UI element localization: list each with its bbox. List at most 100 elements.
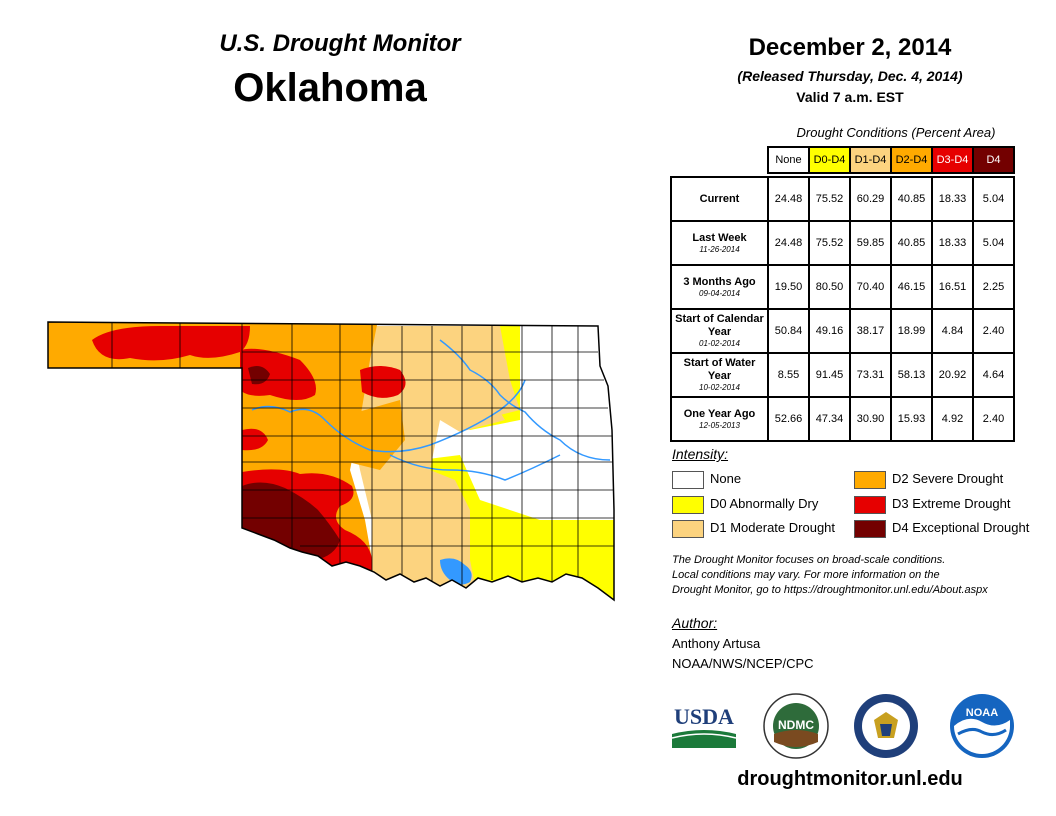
- river-cimarron: [251, 379, 526, 453]
- map-date: December 2, 2014: [748, 34, 952, 61]
- noaa-logo-text: NOAA: [966, 707, 998, 719]
- table-cell: 73.31: [849, 352, 892, 398]
- row-label: Current: [670, 176, 769, 222]
- table-cell: 18.99: [890, 308, 933, 354]
- drought-conditions-table: None D0-D4 D1-D4 D2-D4 D3-D4 D4 Current …: [670, 146, 1015, 442]
- usda-logo-text: USDA: [674, 704, 734, 729]
- state-name: Oklahoma: [233, 66, 427, 110]
- note-line: Local conditions may vary. For more info…: [672, 569, 940, 581]
- table-cell: 4.64: [972, 352, 1015, 398]
- table-cell: 50.84: [767, 308, 810, 354]
- row-label: Start of Water Year 10-02-2014: [670, 352, 769, 398]
- d3-region-west-small: [242, 428, 268, 451]
- table-cell: 18.33: [931, 176, 974, 222]
- table-cell: 5.04: [972, 176, 1015, 222]
- table-cell: 4.84: [931, 308, 974, 354]
- legend-swatch: [672, 520, 704, 538]
- row-date: 10-02-2014: [699, 383, 740, 392]
- table-cell: 40.85: [890, 176, 933, 222]
- row-label-text: Current: [699, 192, 740, 205]
- col-d0-d4: D0-D4: [808, 146, 851, 174]
- oklahoma-outline: [47, 321, 615, 602]
- table-cell: 75.52: [808, 176, 851, 222]
- table-cell: 46.15: [890, 264, 933, 310]
- table-cell: 40.85: [890, 220, 933, 266]
- table-cell: 47.34: [808, 396, 851, 442]
- author-heading: Author:: [672, 615, 718, 631]
- row-label-text: 3 Months Ago: [683, 275, 756, 288]
- legend-title: Intensity:: [672, 446, 729, 462]
- disclaimer-note: The Drought Monitor focuses on broad-sca…: [672, 553, 1042, 598]
- legend-label: D0 Abnormally Dry: [710, 496, 819, 511]
- row-label: 3 Months Ago 09-04-2014: [670, 264, 769, 310]
- table-title: Drought Conditions (Percent Area): [796, 125, 996, 140]
- legend-label: D1 Moderate Drought: [710, 520, 836, 535]
- valid-time: Valid 7 a.m. EST: [796, 89, 904, 105]
- row-label-text: One Year Ago: [683, 407, 756, 420]
- table-cell: 38.17: [849, 308, 892, 354]
- river-arkansas: [439, 339, 611, 461]
- row-label-text: Start of Calendar Year: [675, 313, 764, 338]
- author-organization: NOAA/NWS/NCEP/CPC: [672, 656, 814, 671]
- table-cell: 91.45: [808, 352, 851, 398]
- table-row: Start of Water Year 10-02-2014 8.55 91.45…: [670, 352, 1015, 398]
- legend-swatch: [672, 496, 704, 514]
- note-line: The Drought Monitor focuses on broad-sca…: [672, 554, 946, 566]
- table-cell: 60.29: [849, 176, 892, 222]
- table-row: Start of Calendar Year 01-02-2014 50.84 4…: [670, 308, 1015, 354]
- d3-region-panhandle: [92, 326, 250, 361]
- table-corner: [671, 147, 768, 173]
- note-line: Drought Monitor, go to https://droughtmo…: [672, 584, 988, 596]
- d4-region-southwest: [242, 482, 340, 560]
- map-title: U.S. Drought Monitor: [219, 30, 461, 57]
- river-canadian: [389, 454, 561, 481]
- table-cell: 19.50: [767, 264, 810, 310]
- legend-swatch: [672, 471, 704, 489]
- table-cell: 20.92: [931, 352, 974, 398]
- row-label-text: Start of Water Year: [683, 357, 756, 382]
- website-url[interactable]: droughtmonitor.unl.edu: [737, 768, 963, 790]
- col-d3-d4: D3-D4: [931, 146, 974, 174]
- usda-logo: USDA: [671, 704, 737, 748]
- table-cell: 30.90: [849, 396, 892, 442]
- table-cell: 5.04: [972, 220, 1015, 266]
- table-row: Last Week 11-26-2014 24.48 75.52 59.85 40…: [670, 220, 1015, 266]
- table-cell: 49.16: [808, 308, 851, 354]
- oklahoma-drought-map: [47, 321, 615, 602]
- d2-region-central-band: [330, 400, 405, 470]
- ndmc-logo-text: NDMC: [778, 718, 814, 732]
- table-cell: 18.33: [931, 220, 974, 266]
- row-date: 12-05-2013: [699, 420, 740, 430]
- table-cell: 2.25: [972, 264, 1015, 310]
- row-label: Start of Calendar Year 01-02-2014: [670, 308, 769, 354]
- legend-label: None: [710, 471, 742, 486]
- row-date: 09-04-2014: [699, 288, 740, 298]
- table-cell: 16.51: [931, 264, 974, 310]
- table-cell: 70.40: [849, 264, 892, 310]
- table-cell: 2.40: [972, 396, 1015, 442]
- col-none: None: [767, 146, 810, 174]
- table-row: Current 24.48 75.52 60.29 40.85 18.33 5.…: [670, 176, 1015, 222]
- table-cell: 75.52: [808, 220, 851, 266]
- row-date: 01-02-2014: [699, 339, 740, 348]
- noaa-logo: NOAA: [950, 694, 1014, 758]
- department-of-commerce-seal-icon: [854, 694, 918, 758]
- legend-swatch: [854, 496, 886, 514]
- table-row: One Year Ago 12-05-2013 52.66 47.34 30.90…: [670, 396, 1015, 442]
- table-cell: 52.66: [767, 396, 810, 442]
- d1-region-northeast-strip: [440, 326, 520, 415]
- ndmc-logo: NDMC: [763, 693, 829, 759]
- d3-region-northwest: [240, 348, 316, 400]
- release-date: (Released Thursday, Dec. 4, 2014): [737, 68, 963, 84]
- table-cell: 8.55: [767, 352, 810, 398]
- row-label-text: Last Week: [692, 231, 747, 244]
- table-cell: 4.92: [931, 396, 974, 442]
- legend-label: D3 Extreme Drought: [892, 496, 1011, 511]
- table-cell: 24.48: [767, 220, 810, 266]
- legend-swatch: [854, 520, 886, 538]
- table-cell: 59.85: [849, 220, 892, 266]
- table-cell: 15.93: [890, 396, 933, 442]
- col-d1-d4: D1-D4: [849, 146, 892, 174]
- legend-swatch: [854, 471, 886, 489]
- legend-label: D2 Severe Drought: [892, 471, 1004, 486]
